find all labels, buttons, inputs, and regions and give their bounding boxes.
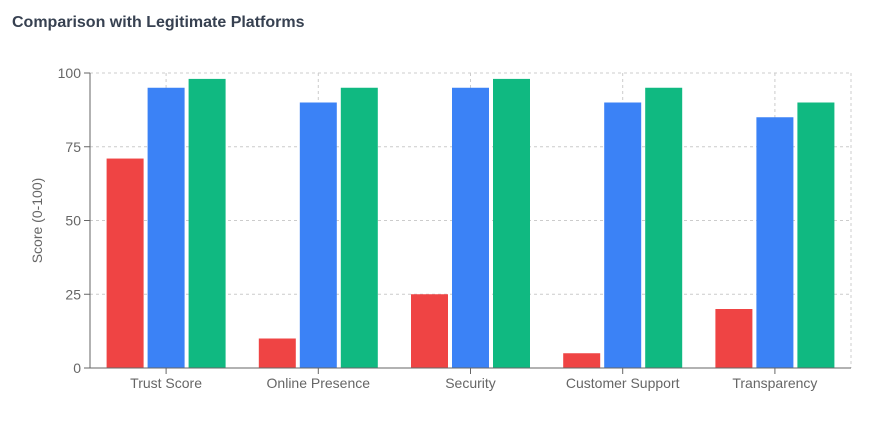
bar bbox=[797, 102, 835, 368]
bar bbox=[604, 102, 642, 368]
x-tick-label: Trust Score bbox=[130, 375, 202, 391]
bar bbox=[299, 102, 337, 368]
x-tick-label: Online Presence bbox=[267, 375, 371, 391]
bar bbox=[715, 309, 753, 368]
y-tick-label: 0 bbox=[73, 360, 81, 376]
x-tick-label: Transparency bbox=[732, 375, 817, 391]
bar bbox=[645, 87, 683, 368]
x-tick-label: Customer Support bbox=[566, 375, 680, 391]
y-tick-label: 50 bbox=[65, 213, 81, 229]
x-tick-label: Security bbox=[445, 375, 496, 391]
bar bbox=[411, 294, 448, 368]
bar bbox=[188, 78, 226, 369]
bar bbox=[340, 87, 378, 368]
bar bbox=[756, 117, 794, 368]
bar bbox=[563, 353, 601, 368]
y-tick-label: 25 bbox=[65, 286, 81, 302]
y-tick-label: 100 bbox=[58, 65, 82, 81]
bar bbox=[258, 338, 296, 368]
bar bbox=[147, 87, 185, 368]
y-axis-label: Score (0-100) bbox=[29, 178, 45, 264]
bar bbox=[452, 87, 489, 368]
chart-title: Comparison with Legitimate Platforms bbox=[12, 14, 305, 31]
bar bbox=[106, 158, 144, 368]
bar bbox=[493, 78, 530, 369]
y-tick-label: 75 bbox=[65, 139, 81, 155]
